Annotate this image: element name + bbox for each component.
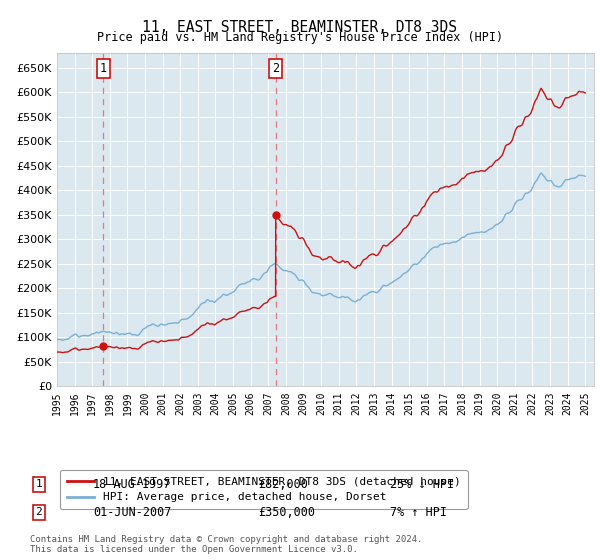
Text: £350,000: £350,000: [258, 506, 315, 519]
Text: 1: 1: [35, 479, 43, 489]
Text: £82,000: £82,000: [258, 478, 308, 491]
Text: 11, EAST STREET, BEAMINSTER, DT8 3DS: 11, EAST STREET, BEAMINSTER, DT8 3DS: [143, 20, 458, 35]
Text: Contains HM Land Registry data © Crown copyright and database right 2024.
This d: Contains HM Land Registry data © Crown c…: [30, 535, 422, 554]
Text: 25% ↓ HPI: 25% ↓ HPI: [390, 478, 454, 491]
Text: 01-JUN-2007: 01-JUN-2007: [93, 506, 172, 519]
Text: Price paid vs. HM Land Registry's House Price Index (HPI): Price paid vs. HM Land Registry's House …: [97, 31, 503, 44]
Text: 2: 2: [35, 507, 43, 517]
Text: 7% ↑ HPI: 7% ↑ HPI: [390, 506, 447, 519]
Legend: 11, EAST STREET, BEAMINSTER, DT8 3DS (detached house), HPI: Average price, detac: 11, EAST STREET, BEAMINSTER, DT8 3DS (de…: [60, 470, 467, 509]
Text: 18-AUG-1997: 18-AUG-1997: [93, 478, 172, 491]
Text: 1: 1: [100, 62, 107, 74]
Text: 2: 2: [272, 62, 279, 74]
